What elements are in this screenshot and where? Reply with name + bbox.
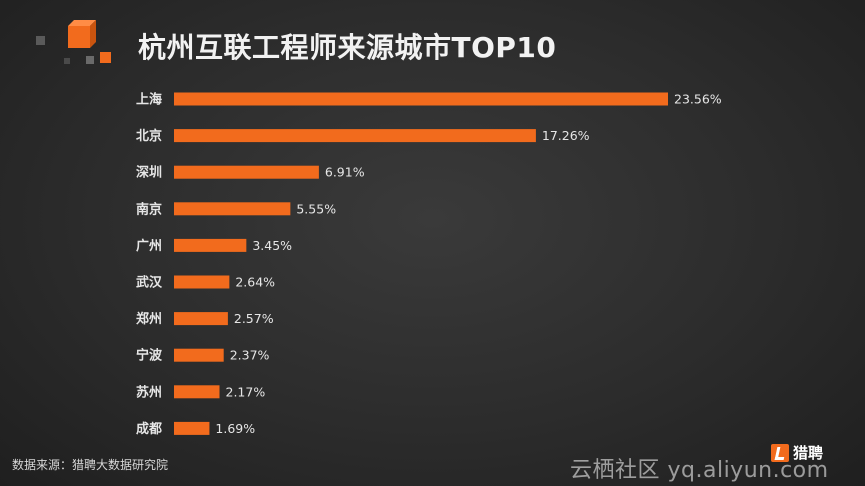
bar [174, 129, 536, 143]
category-label: 宁波 [136, 348, 163, 364]
data-label: 2.37% [230, 348, 270, 363]
data-label: 2.17% [226, 384, 266, 399]
bar [174, 385, 220, 399]
data-label: 3.45% [252, 238, 292, 253]
chart-title: 杭州互联工程师来源城市TOP10 [138, 31, 557, 64]
data-label: 17.26% [542, 128, 590, 143]
brand-name: 猎聘 [793, 444, 824, 462]
bar [174, 92, 668, 106]
bar [174, 165, 319, 179]
cube-logo-icon [28, 14, 118, 74]
category-label: 深圳 [136, 165, 162, 181]
bar [174, 312, 228, 326]
bar [174, 348, 224, 362]
category-label: 北京 [136, 128, 162, 144]
data-label: 1.69% [215, 421, 255, 436]
liepin-logo-icon [771, 443, 789, 462]
brand-logo: 猎聘 [771, 442, 823, 463]
data-label: 5.55% [296, 201, 336, 216]
category-label: 南京 [136, 201, 162, 217]
category-label: 上海 [136, 92, 162, 108]
bar [174, 275, 230, 289]
bar [174, 202, 291, 216]
category-label: 成都 [136, 421, 162, 437]
data-label: 23.56% [674, 92, 722, 107]
watermark: 云栖社区 yq.aliyun.com [570, 458, 829, 483]
data-label: 6.91% [325, 165, 365, 180]
bar [174, 421, 210, 435]
category-label: 广州 [136, 238, 162, 254]
category-label: 武汉 [136, 275, 163, 291]
data-source-note: 数据来源：猎聘大数据研究院 [12, 458, 169, 472]
data-label: 2.57% [234, 311, 274, 326]
category-label: 苏州 [136, 384, 162, 400]
category-label: 郑州 [136, 311, 162, 327]
data-label: 2.64% [235, 275, 275, 290]
bar [174, 238, 247, 252]
